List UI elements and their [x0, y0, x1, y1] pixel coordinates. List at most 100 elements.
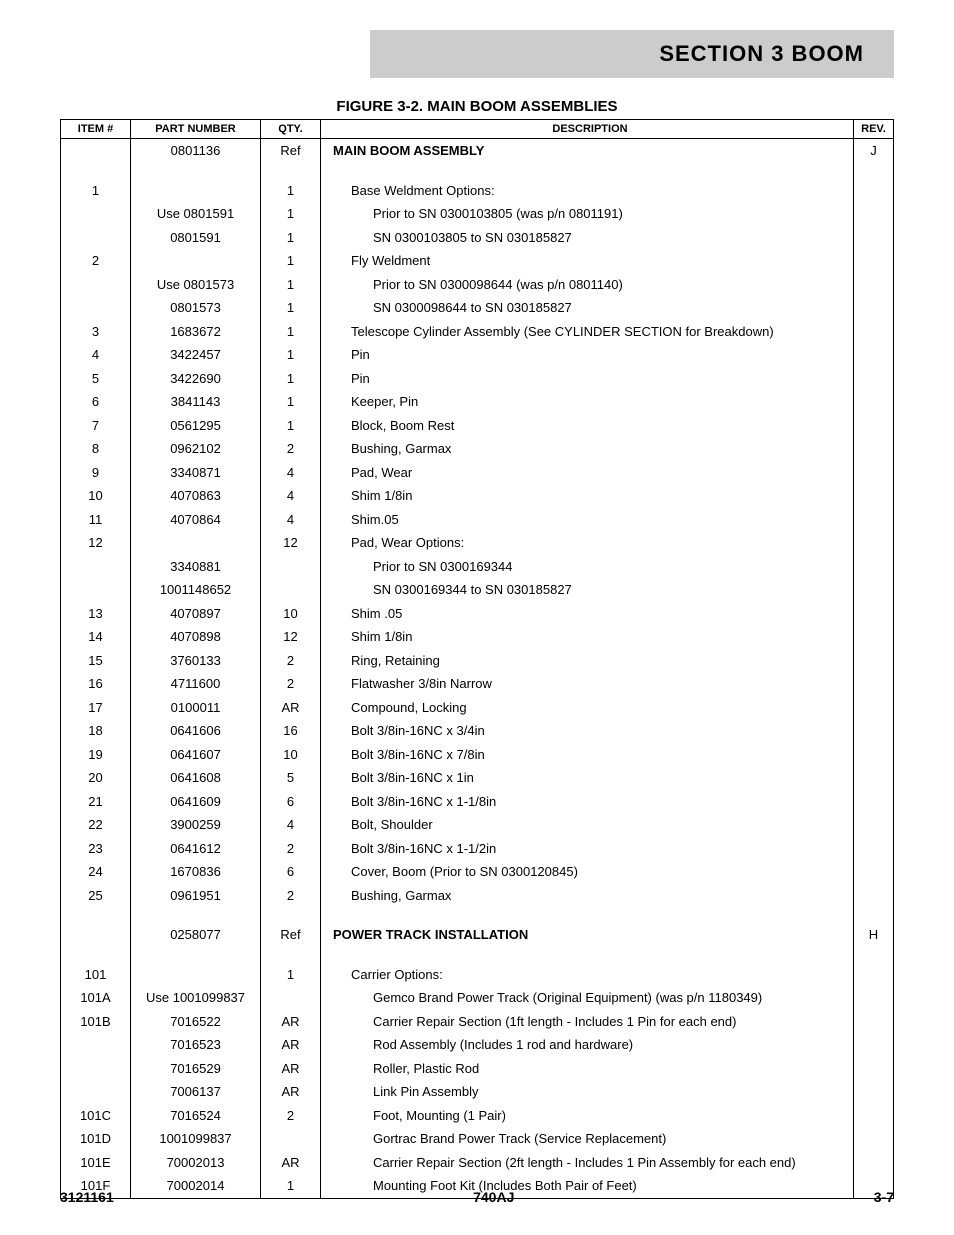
col-header-desc: DESCRIPTION: [321, 120, 854, 139]
cell-rev: [854, 1104, 894, 1128]
cell-rev: H: [854, 923, 894, 947]
cell-qty: AR: [261, 1057, 321, 1081]
cell-desc: Bolt 3/8in-16NC x 7/8in: [321, 743, 854, 767]
cell-qty: 1: [261, 414, 321, 438]
cell-desc: Pad, Wear: [321, 461, 854, 485]
table-row: 7016529ARRoller, Plastic Rod: [61, 1057, 894, 1081]
cell-part: 7016522: [131, 1010, 261, 1034]
cell-desc: Carrier Repair Section (1ft length - Inc…: [321, 1010, 854, 1034]
cell-part: 0641607: [131, 743, 261, 767]
table-row: 1140708644Shim.05: [61, 508, 894, 532]
cell-qty: 4: [261, 508, 321, 532]
cell-qty: 10: [261, 602, 321, 626]
cell-item: 101C: [61, 1104, 131, 1128]
cell-part: 3340871: [131, 461, 261, 485]
cell-desc: Base Weldment Options:: [321, 179, 854, 203]
table-row: 2106416096Bolt 3/8in-16NC x 1-1/8in: [61, 790, 894, 814]
table-row: 7006137ARLink Pin Assembly: [61, 1080, 894, 1104]
table-row: 21Fly Weldment: [61, 249, 894, 273]
cell-qty: 2: [261, 649, 321, 673]
cell-qty: 2: [261, 837, 321, 861]
cell-part: 7016529: [131, 1057, 261, 1081]
table-row: 101E70002013ARCarrier Repair Section (2f…: [61, 1151, 894, 1175]
cell-desc: SN 0300169344 to SN 030185827: [321, 578, 854, 602]
cell-desc: Link Pin Assembly: [321, 1080, 854, 1104]
cell-item: [61, 202, 131, 226]
cell-rev: [854, 578, 894, 602]
cell-rev: [854, 226, 894, 250]
table-row: [61, 907, 894, 923]
table-row: 1011Carrier Options:: [61, 963, 894, 987]
table-row: 1647116002Flatwasher 3/8in Narrow: [61, 672, 894, 696]
table-row: 2239002594Bolt, Shoulder: [61, 813, 894, 837]
cell-part: [131, 963, 261, 987]
cell-rev: J: [854, 139, 894, 163]
cell-qty: [261, 578, 321, 602]
cell-part: 1001148652: [131, 578, 261, 602]
cell-rev: [854, 1010, 894, 1034]
cell-qty: Ref: [261, 923, 321, 947]
cell-qty: 4: [261, 484, 321, 508]
cell-qty: AR: [261, 1080, 321, 1104]
cell-rev: [854, 963, 894, 987]
cell-item: 101: [61, 963, 131, 987]
cell-qty: 1: [261, 202, 321, 226]
cell-desc: Shim.05: [321, 508, 854, 532]
cell-part: Use 0801591: [131, 202, 261, 226]
cell-rev: [854, 390, 894, 414]
table-row: 18064160616Bolt 3/8in-16NC x 3/4in: [61, 719, 894, 743]
cell-desc: Rod Assembly (Includes 1 rod and hardwar…: [321, 1033, 854, 1057]
cell-rev: [854, 179, 894, 203]
cell-item: [61, 1057, 131, 1081]
cell-qty: 6: [261, 860, 321, 884]
table-row: 101B7016522ARCarrier Repair Section (1ft…: [61, 1010, 894, 1034]
cell-qty: AR: [261, 1033, 321, 1057]
cell-rev: [854, 296, 894, 320]
cell-qty: AR: [261, 696, 321, 720]
cell-rev: [854, 1057, 894, 1081]
col-header-item: ITEM #: [61, 120, 131, 139]
cell-item: 17: [61, 696, 131, 720]
cell-part: 0561295: [131, 414, 261, 438]
cell-qty: 12: [261, 531, 321, 555]
cell-item: 4: [61, 343, 131, 367]
cell-qty: 1: [261, 343, 321, 367]
cell-rev: [854, 625, 894, 649]
table-row: 08015911SN 0300103805 to SN 030185827: [61, 226, 894, 250]
cell-qty: 2: [261, 1104, 321, 1128]
cell-desc: Bolt 3/8in-16NC x 1in: [321, 766, 854, 790]
table-row: 170100011ARCompound, Locking: [61, 696, 894, 720]
cell-part: 7006137: [131, 1080, 261, 1104]
cell-item: 8: [61, 437, 131, 461]
cell-rev: [854, 860, 894, 884]
cell-item: [61, 1033, 131, 1057]
section-header-bar: SECTION 3 BOOM: [370, 30, 894, 78]
cell-rev: [854, 813, 894, 837]
cell-part: 3422690: [131, 367, 261, 391]
cell-desc: Bushing, Garmax: [321, 437, 854, 461]
cell-qty: 1: [261, 367, 321, 391]
cell-rev: [854, 766, 894, 790]
cell-part: 0258077: [131, 923, 261, 947]
cell-desc: POWER TRACK INSTALLATION: [321, 923, 854, 947]
cell-item: 2: [61, 249, 131, 273]
table-row: 2416708366Cover, Boom (Prior to SN 03001…: [61, 860, 894, 884]
cell-desc: Carrier Options:: [321, 963, 854, 987]
table-row: 13407089710Shim .05: [61, 602, 894, 626]
cell-desc: Carrier Repair Section (2ft length - Inc…: [321, 1151, 854, 1175]
cell-qty: Ref: [261, 139, 321, 163]
table-row: 2006416085Bolt 3/8in-16NC x 1in: [61, 766, 894, 790]
cell-item: 22: [61, 813, 131, 837]
col-header-rev: REV.: [854, 120, 894, 139]
cell-rev: [854, 649, 894, 673]
cell-rev: [854, 743, 894, 767]
cell-desc: MAIN BOOM ASSEMBLY: [321, 139, 854, 163]
cell-qty: 16: [261, 719, 321, 743]
cell-part: Use 0801573: [131, 273, 261, 297]
table-row: 101C70165242Foot, Mounting (1 Pair): [61, 1104, 894, 1128]
cell-part: 0641612: [131, 837, 261, 861]
table-row: 2509619512Bushing, Garmax: [61, 884, 894, 908]
cell-item: [61, 555, 131, 579]
col-header-qty: QTY.: [261, 120, 321, 139]
cell-rev: [854, 1080, 894, 1104]
